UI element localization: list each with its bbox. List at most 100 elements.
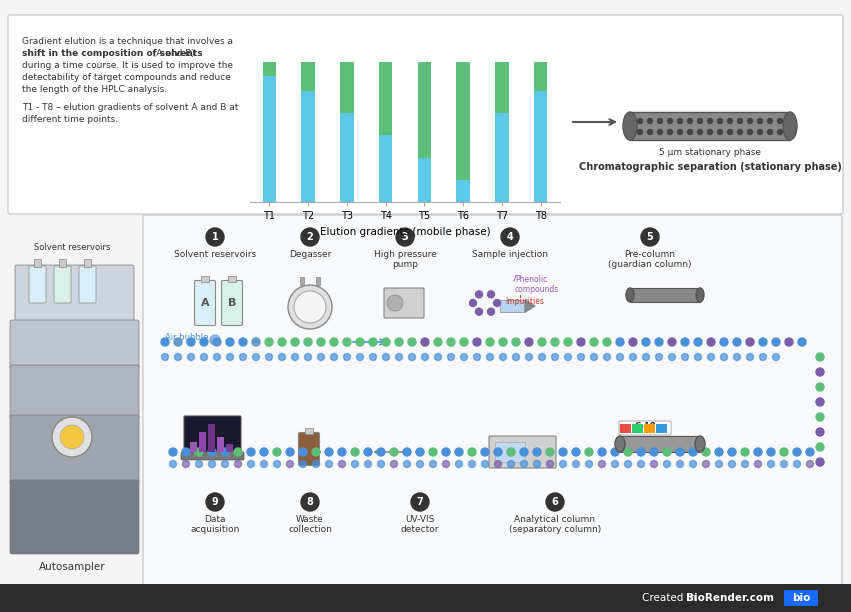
Text: bio: bio bbox=[791, 593, 810, 603]
Circle shape bbox=[798, 338, 806, 346]
Circle shape bbox=[741, 448, 749, 456]
Circle shape bbox=[174, 338, 182, 346]
Circle shape bbox=[421, 354, 429, 360]
Text: detectability of target compounds and reduce: detectability of target compounds and re… bbox=[22, 73, 231, 82]
Circle shape bbox=[187, 354, 195, 360]
Ellipse shape bbox=[783, 112, 797, 140]
Text: Impurities: Impurities bbox=[505, 297, 544, 306]
Circle shape bbox=[488, 291, 494, 298]
Circle shape bbox=[702, 448, 710, 456]
Circle shape bbox=[616, 354, 624, 360]
Circle shape bbox=[494, 299, 500, 307]
Circle shape bbox=[294, 291, 326, 323]
Circle shape bbox=[637, 448, 645, 456]
Circle shape bbox=[806, 448, 814, 456]
Circle shape bbox=[715, 448, 723, 456]
Circle shape bbox=[793, 460, 801, 468]
Circle shape bbox=[780, 448, 788, 456]
Polygon shape bbox=[525, 300, 535, 312]
Circle shape bbox=[201, 354, 208, 360]
Circle shape bbox=[411, 493, 429, 511]
Bar bbox=[263, 76, 277, 202]
Text: T1 - T8 – elution gradients of solvent A and B at: T1 - T8 – elution gradients of solvent A… bbox=[22, 103, 238, 112]
Circle shape bbox=[746, 354, 753, 360]
Circle shape bbox=[390, 448, 398, 456]
Circle shape bbox=[641, 228, 659, 246]
Circle shape bbox=[416, 448, 424, 456]
Circle shape bbox=[655, 338, 663, 346]
Text: 7: 7 bbox=[417, 497, 424, 507]
Circle shape bbox=[559, 448, 567, 456]
Circle shape bbox=[60, 425, 84, 449]
Circle shape bbox=[338, 448, 346, 456]
Circle shape bbox=[728, 119, 733, 124]
X-axis label: Elution gradients (mobile phase): Elution gradients (mobile phase) bbox=[320, 226, 490, 237]
Circle shape bbox=[278, 354, 285, 360]
FancyBboxPatch shape bbox=[10, 480, 139, 554]
Circle shape bbox=[235, 460, 242, 468]
Circle shape bbox=[591, 354, 597, 360]
Circle shape bbox=[721, 354, 728, 360]
Circle shape bbox=[669, 354, 676, 360]
Circle shape bbox=[434, 338, 442, 346]
Circle shape bbox=[573, 460, 580, 468]
Circle shape bbox=[344, 354, 351, 360]
Circle shape bbox=[187, 338, 195, 346]
Text: (A and B): (A and B) bbox=[150, 49, 195, 58]
Bar bbox=[340, 62, 354, 113]
Circle shape bbox=[702, 460, 710, 468]
FancyBboxPatch shape bbox=[79, 266, 96, 303]
Circle shape bbox=[351, 448, 359, 456]
Circle shape bbox=[728, 448, 736, 456]
Circle shape bbox=[585, 460, 592, 468]
Circle shape bbox=[364, 448, 372, 456]
Text: Pre-column
(guardian column): Pre-column (guardian column) bbox=[608, 250, 692, 269]
Circle shape bbox=[668, 338, 676, 346]
Circle shape bbox=[603, 354, 610, 360]
Circle shape bbox=[728, 130, 733, 135]
Bar bbox=[301, 62, 315, 91]
Circle shape bbox=[676, 448, 684, 456]
Circle shape bbox=[226, 354, 233, 360]
Circle shape bbox=[643, 354, 649, 360]
Circle shape bbox=[778, 130, 783, 135]
Bar bbox=[301, 91, 315, 202]
Circle shape bbox=[807, 460, 814, 468]
Ellipse shape bbox=[626, 288, 634, 302]
Circle shape bbox=[728, 460, 735, 468]
Bar bbox=[84, 259, 91, 267]
Circle shape bbox=[546, 460, 553, 468]
Circle shape bbox=[688, 119, 693, 124]
Text: Analytical column
(separatory column): Analytical column (separatory column) bbox=[509, 515, 601, 534]
Circle shape bbox=[734, 354, 740, 360]
Bar bbox=[263, 62, 277, 76]
Circle shape bbox=[564, 354, 572, 360]
Circle shape bbox=[253, 354, 260, 360]
Circle shape bbox=[664, 460, 671, 468]
Circle shape bbox=[624, 448, 632, 456]
Circle shape bbox=[648, 130, 653, 135]
Circle shape bbox=[637, 460, 644, 468]
Circle shape bbox=[757, 130, 762, 135]
Circle shape bbox=[443, 460, 449, 468]
Circle shape bbox=[382, 338, 390, 346]
Circle shape bbox=[546, 448, 554, 456]
Circle shape bbox=[546, 493, 564, 511]
Circle shape bbox=[403, 460, 410, 468]
Text: High pressure
pump: High pressure pump bbox=[374, 250, 437, 269]
Circle shape bbox=[526, 354, 533, 360]
Circle shape bbox=[169, 460, 176, 468]
Bar bbox=[656, 424, 667, 433]
Circle shape bbox=[396, 354, 403, 360]
FancyBboxPatch shape bbox=[10, 365, 139, 419]
Circle shape bbox=[494, 448, 502, 456]
Circle shape bbox=[408, 354, 415, 360]
Circle shape bbox=[248, 460, 254, 468]
Circle shape bbox=[486, 338, 494, 346]
Circle shape bbox=[677, 460, 683, 468]
Circle shape bbox=[572, 448, 580, 456]
Circle shape bbox=[564, 338, 572, 346]
Circle shape bbox=[772, 338, 780, 346]
Circle shape bbox=[767, 448, 775, 456]
Circle shape bbox=[206, 493, 224, 511]
